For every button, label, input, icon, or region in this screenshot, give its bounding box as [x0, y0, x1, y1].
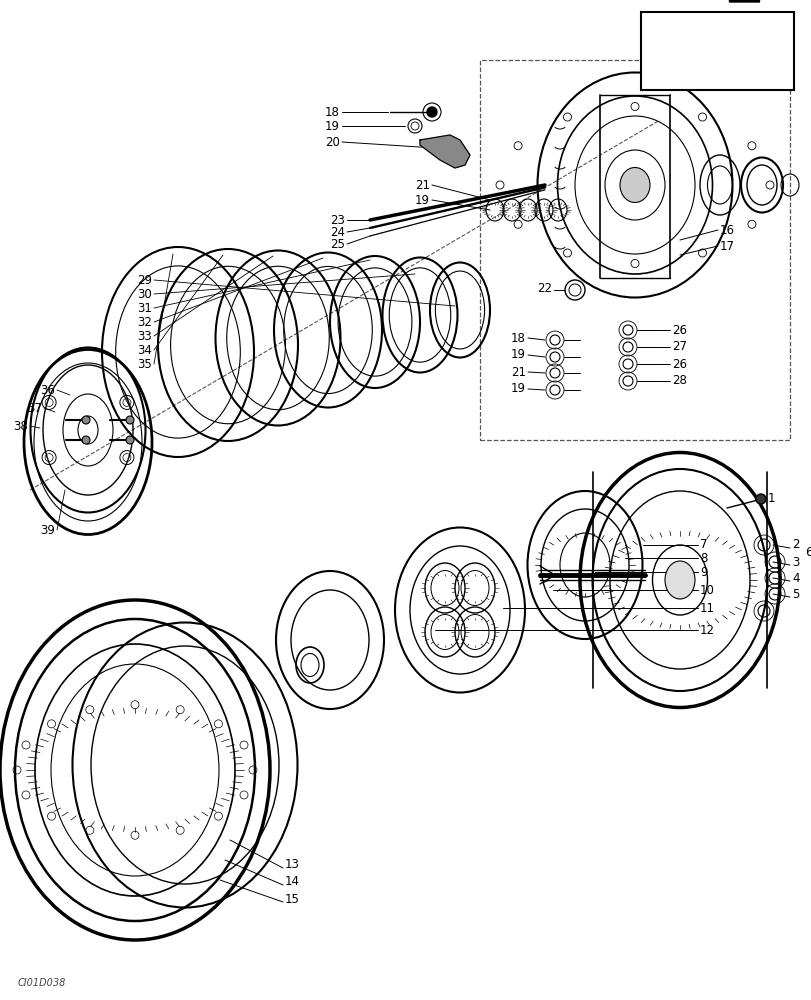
Text: 21: 21: [510, 365, 526, 378]
Text: 19: 19: [324, 120, 340, 133]
Text: 15: 15: [285, 894, 299, 906]
Text: 23: 23: [330, 214, 345, 227]
Circle shape: [755, 494, 765, 504]
Text: 39: 39: [40, 524, 55, 536]
Text: 25: 25: [330, 237, 345, 250]
Text: 1: 1: [767, 491, 775, 504]
Text: 17: 17: [719, 239, 734, 252]
Text: 37: 37: [27, 401, 42, 414]
Text: 11: 11: [699, 601, 714, 614]
Ellipse shape: [664, 561, 694, 599]
Text: 31: 31: [137, 302, 152, 314]
Text: 22: 22: [536, 282, 551, 294]
Text: 5: 5: [791, 587, 798, 600]
Text: 27: 27: [672, 340, 686, 354]
Text: 4: 4: [791, 572, 799, 584]
Text: 32: 32: [137, 316, 152, 328]
Text: 7: 7: [699, 538, 706, 552]
Text: 19: 19: [510, 349, 526, 361]
Text: 24: 24: [329, 226, 345, 239]
Circle shape: [82, 436, 90, 444]
Text: 9: 9: [699, 566, 706, 578]
Circle shape: [427, 107, 436, 117]
Text: 21: 21: [414, 179, 430, 192]
Circle shape: [82, 416, 90, 424]
Text: 12: 12: [699, 624, 714, 636]
Text: 6: 6: [804, 546, 811, 560]
Text: 28: 28: [672, 374, 686, 387]
Text: 38: 38: [13, 420, 28, 432]
Text: 3: 3: [791, 556, 798, 568]
Text: 19: 19: [414, 194, 430, 207]
Text: 26: 26: [672, 358, 686, 370]
Text: 13: 13: [285, 858, 299, 871]
Bar: [479, 60, 789, 440]
Text: 35: 35: [137, 358, 152, 370]
Text: 30: 30: [137, 288, 152, 300]
Polygon shape: [419, 135, 470, 168]
Polygon shape: [654, 0, 758, 2]
Text: 10: 10: [699, 584, 714, 596]
Text: 36: 36: [40, 383, 55, 396]
Text: CI01D038: CI01D038: [18, 978, 67, 988]
Text: 33: 33: [137, 330, 152, 342]
Text: 2: 2: [791, 538, 799, 552]
Text: 14: 14: [285, 876, 299, 888]
Bar: [641, 12, 793, 90]
Text: 8: 8: [699, 552, 706, 564]
Text: 16: 16: [719, 224, 734, 237]
Circle shape: [126, 436, 134, 444]
Text: 26: 26: [672, 324, 686, 336]
Text: 29: 29: [137, 273, 152, 286]
Text: 34: 34: [137, 344, 152, 357]
Text: 18: 18: [510, 332, 526, 344]
Ellipse shape: [620, 168, 649, 203]
Text: 20: 20: [324, 136, 340, 149]
Text: 19: 19: [510, 382, 526, 395]
Circle shape: [126, 416, 134, 424]
Text: 18: 18: [324, 106, 340, 119]
